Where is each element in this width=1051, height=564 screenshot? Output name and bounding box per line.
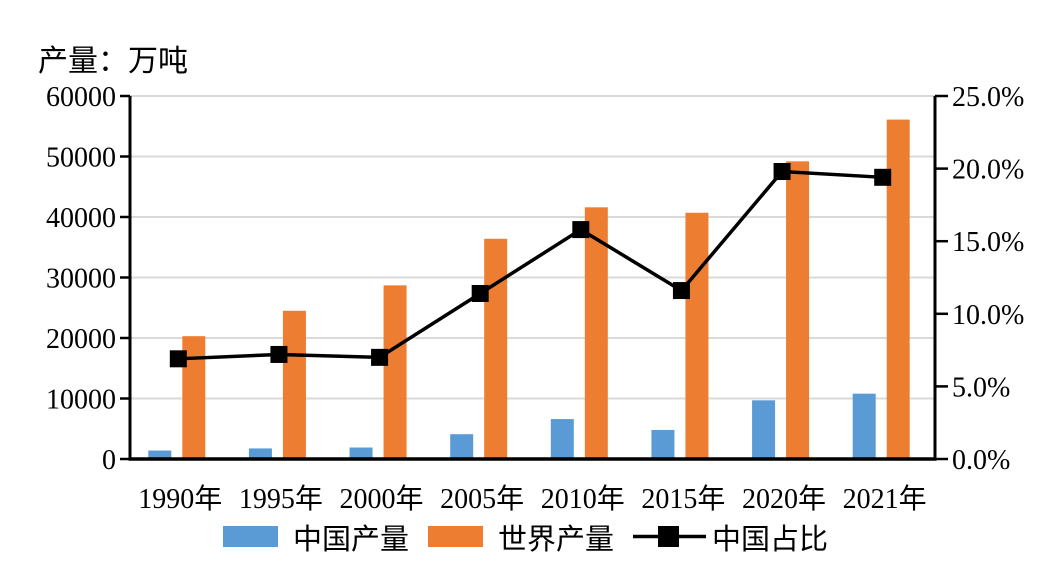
bar-world	[685, 212, 709, 459]
bar-china	[248, 448, 272, 459]
bar-world	[584, 207, 608, 459]
bar-china	[651, 429, 675, 459]
bar-china	[148, 450, 172, 459]
x-axis-label: 2005年	[440, 483, 524, 515]
left-axis-tick-label: 60000	[46, 82, 116, 113]
x-axis-label: 2020年	[742, 483, 826, 515]
x-axis-label: 1995年	[239, 483, 323, 515]
left-axis-tick-label: 40000	[46, 203, 116, 234]
legend-swatch-share-marker	[658, 526, 679, 547]
left-axis-tick-label: 20000	[46, 324, 116, 355]
share-line-marker	[169, 350, 187, 368]
share-line-marker	[371, 348, 389, 366]
share-line	[178, 169, 883, 361]
right-axis-tick-label: 10.0%	[952, 300, 1024, 331]
bar-world	[886, 119, 910, 459]
bar-china	[752, 400, 776, 459]
bar-china	[852, 393, 876, 459]
bar-world	[383, 285, 407, 459]
left-axis-tick-label: 50000	[46, 143, 116, 174]
share-line-marker	[572, 221, 590, 239]
legend-label-world: 世界产量	[498, 523, 614, 556]
right-axis-tick-label: 15.0%	[952, 227, 1024, 258]
chart-title: 产量：万吨	[38, 45, 188, 78]
bar-china	[450, 434, 474, 459]
legend-label-share: 中国占比	[712, 523, 828, 556]
left-axis-tick-label: 30000	[46, 264, 116, 295]
bar-world	[282, 310, 306, 459]
bar-world	[182, 336, 206, 459]
bar-world	[786, 161, 810, 459]
x-axis-label: 2010年	[541, 483, 625, 515]
x-axis-label: 2000年	[340, 483, 424, 515]
bar-china	[550, 419, 574, 459]
right-axis-tick-label: 25.0%	[952, 82, 1024, 113]
legend-swatch-china	[223, 526, 278, 547]
legend-swatch-world	[428, 526, 483, 547]
share-line-marker	[270, 345, 288, 363]
x-axis-label: 1990年	[138, 483, 222, 515]
legend-label-china: 中国产量	[293, 523, 409, 556]
share-line-marker	[773, 163, 791, 181]
share-line-marker	[672, 282, 690, 300]
share-line-marker	[874, 168, 892, 186]
bar-china	[349, 447, 373, 459]
x-axis-label: 2021年	[843, 483, 927, 515]
share-line-marker	[471, 284, 489, 302]
right-axis-tick-label: 20.0%	[952, 155, 1024, 186]
left-axis-tick-label: 0	[102, 445, 116, 476]
bar-world	[484, 238, 508, 459]
x-axis-label: 2015年	[641, 483, 725, 515]
left-axis-tick-label: 10000	[46, 385, 116, 416]
right-axis-tick-label: 5.0%	[952, 372, 1010, 403]
right-axis-tick-label: 0.0%	[952, 445, 1010, 476]
